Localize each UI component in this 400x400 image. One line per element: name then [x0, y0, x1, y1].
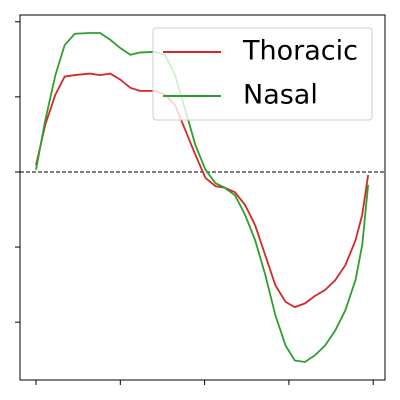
legend-label: Thoracic — [242, 36, 358, 67]
legend-label: Nasal — [243, 80, 318, 111]
plot-frame — [19, 14, 386, 381]
line-series — [35, 32, 370, 363]
line-series — [35, 72, 370, 309]
